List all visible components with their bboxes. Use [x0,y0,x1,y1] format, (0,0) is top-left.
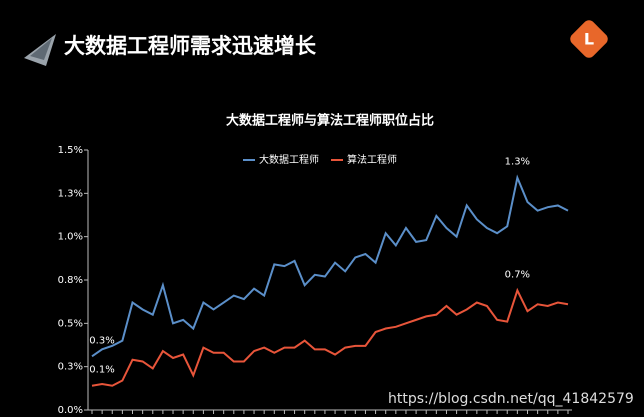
y-tick-label: 0.0% [58,405,83,416]
y-tick-label: 0.3% [58,362,83,373]
y-tick-label: 0.8% [58,275,83,286]
value-label: 1.3% [505,157,530,168]
header-title: 大数据工程师需求迅速增长 [64,34,317,58]
y-tick-label: 1.5% [58,145,83,156]
header-icon-shade [30,38,52,60]
chart-title: 大数据工程师与算法工程师职位占比 [226,113,434,129]
watermark: https://blog.csdn.net/qq_41842579 [388,391,634,407]
y-tick-label: 1.0% [58,232,83,243]
series-line [91,287,569,387]
series-line [91,174,569,358]
y-tick-label: 0.5% [58,318,83,329]
y-tick-label: 1.3% [58,188,83,199]
value-label: 0.1% [89,365,114,376]
legend-label: 大数据工程师 [259,153,319,166]
logo-text: L [584,30,594,49]
value-label: 0.3% [89,335,114,346]
logo [570,20,608,58]
legend-label: 算法工程师 [347,153,397,166]
value-label: 0.7% [505,269,530,280]
